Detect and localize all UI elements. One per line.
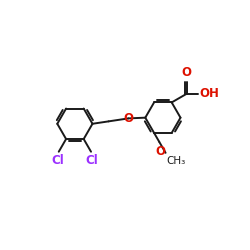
Text: OH: OH bbox=[200, 87, 219, 100]
Text: O: O bbox=[124, 112, 134, 125]
Text: Cl: Cl bbox=[51, 154, 64, 167]
Text: CH₃: CH₃ bbox=[166, 156, 186, 166]
Text: O: O bbox=[155, 145, 165, 158]
Text: O: O bbox=[182, 66, 192, 79]
Text: Cl: Cl bbox=[86, 154, 98, 167]
